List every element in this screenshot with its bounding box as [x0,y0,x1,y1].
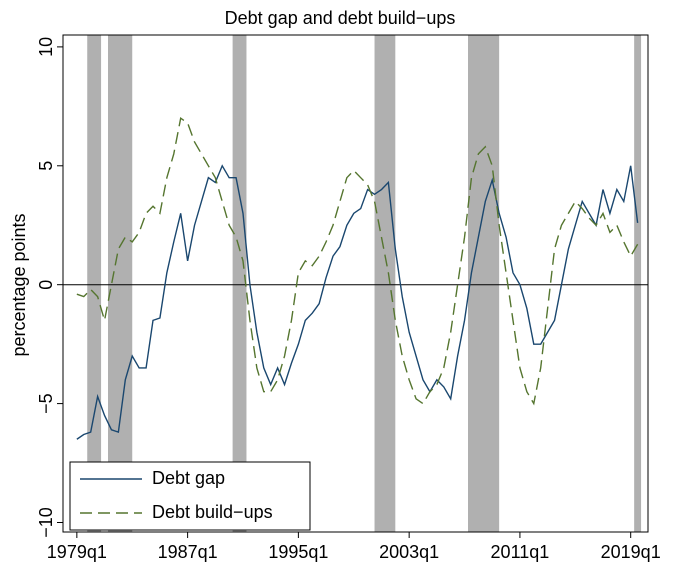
series-line [76,164,639,440]
shaded-period [87,35,102,532]
legend: Debt gap Debt build−ups [69,461,311,531]
chart-title: Debt gap and debt build−ups [225,8,456,28]
shaded-period [108,35,133,532]
legend-box [69,461,311,531]
y-tick-label: −5 [36,393,56,414]
y-tick-label: 5 [36,161,56,171]
legend-label: Debt gap [152,468,225,488]
shaded-period [232,35,247,532]
x-tick-label: 2003q1 [379,542,439,562]
x-tick-label: 1979q1 [47,542,107,562]
x-tick-label: 2011q1 [491,542,550,562]
series-line [76,117,639,406]
shaded-period [634,35,642,532]
plot-frame [62,34,649,533]
x-tick-label: 1987q1 [158,542,218,562]
y-tick-label: −10 [36,507,56,538]
y-tick-label: 0 [36,280,56,290]
shaded-period [374,35,396,532]
shaded-period [468,35,500,532]
x-tick-label: 1995q1 [268,542,328,562]
y-axis-label: percentage points [9,213,29,356]
y-tick-label: 10 [36,37,56,57]
x-tick-label: 2019q1 [601,542,661,562]
legend-label: Debt build−ups [152,502,273,522]
